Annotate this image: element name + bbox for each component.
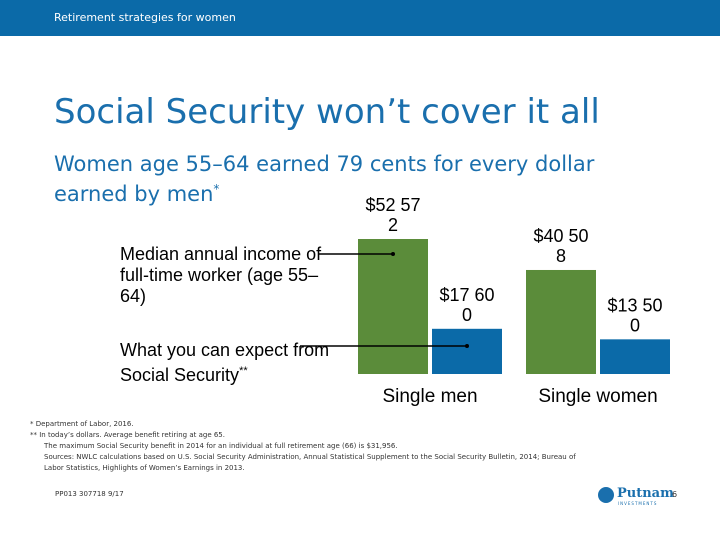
subtitle-footnote-mark: * (213, 182, 220, 196)
income-leader-dot (391, 252, 395, 256)
putnam-logo: Putnam INVESTMENTS (598, 486, 674, 506)
logo-sub: INVESTMENTS (618, 501, 658, 506)
footnote: The maximum Social Security benefit in 2… (44, 442, 398, 450)
income-bar (526, 269, 596, 374)
data-label: $13 50 (607, 295, 662, 315)
document-code: PP013 307718 9/17 (55, 490, 124, 498)
header-bar: Retirement strategies for women (0, 0, 720, 36)
ss-bar (432, 328, 502, 374)
footnotes: * Department of Labor, 2016. ** In today… (30, 419, 670, 474)
ss-series-label: What you can expect from Social Security… (120, 340, 330, 386)
data-label: 8 (556, 246, 566, 266)
putnam-logo-icon (598, 487, 614, 503)
data-label: $40 50 (533, 226, 588, 246)
logo-name: Putnam (617, 486, 674, 501)
ss-series-label-text: What you can expect from Social Security (120, 340, 330, 385)
footnote: * Department of Labor, 2016. (30, 420, 134, 428)
subtitle: Women age 55–64 earned 79 cents for ever… (54, 152, 674, 207)
data-label: $52 57 (365, 195, 420, 215)
page-title: Social Security won’t cover it all (54, 92, 600, 132)
footnote: Labor Statistics, Highlights of Women’s … (44, 464, 245, 472)
data-label: 0 (462, 305, 472, 325)
category-label: Single women (538, 386, 657, 407)
footnote: ** In today’s dollars. Average benefit r… (30, 431, 225, 439)
income-series-label: Median annual income of full-time worker… (120, 244, 322, 306)
footnote: Sources: NWLC calculations based on U.S.… (44, 453, 576, 461)
ss-bar (600, 339, 670, 374)
ss-footnote-mark: ** (239, 365, 248, 377)
header-text: Retirement strategies for women (54, 11, 236, 24)
data-label: 0 (630, 315, 640, 335)
subtitle-text: Women age 55–64 earned 79 cents for ever… (54, 152, 595, 206)
income-bar (358, 239, 428, 374)
data-label: 2 (388, 215, 398, 235)
data-label: $17 60 (439, 285, 494, 305)
page-number: 6 (672, 490, 678, 499)
category-label: Single men (382, 386, 477, 407)
ss-leader-dot (465, 344, 469, 348)
